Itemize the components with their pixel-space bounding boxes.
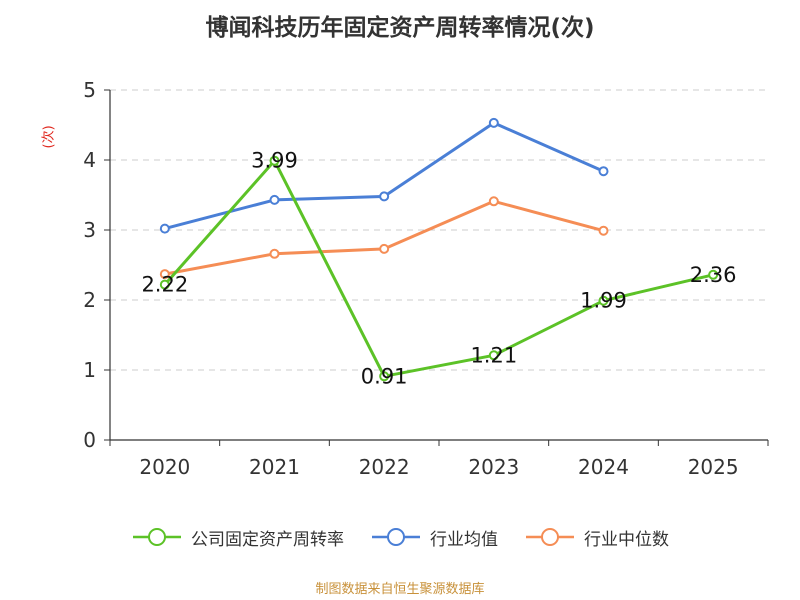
y-tick-label-0: 0	[83, 428, 96, 452]
gridlines	[110, 89, 768, 371]
y-tick-label-3: 3	[83, 218, 96, 242]
y-tick-label-2: 2	[83, 288, 96, 312]
data-labels: 2.22 3.99 0.91 1.21 1.99 2.36	[141, 149, 736, 389]
series-0-point-2024	[598, 295, 609, 306]
axes: 0 1 2 3 4 5 2020 2021 2022 2023 2024 2025	[83, 78, 769, 479]
data-label-2020: 2.22	[141, 273, 188, 297]
legend-item-company[interactable]: 公司固定资产周转率	[131, 525, 344, 550]
series-0-point-2025	[708, 269, 719, 280]
series	[159, 117, 719, 382]
data-label-2022: 0.91	[361, 364, 408, 388]
legend-label-industry-median: 行业中位数	[584, 529, 669, 550]
legend-label-industry-mean: 行业均值	[430, 529, 498, 550]
legend-marker-industry-mean	[372, 528, 420, 546]
series-2-point-2023	[488, 196, 499, 207]
data-label-2021: 3.99	[251, 149, 298, 173]
series-2-point-2024	[598, 225, 609, 236]
legend-marker-company	[133, 528, 181, 546]
series-1-point-2023	[488, 117, 499, 128]
series-line-0	[163, 159, 714, 378]
chart-title: 博闻科技历年固定资产周转率情况(次)	[205, 15, 595, 41]
y-tick-label-4: 4	[83, 148, 96, 172]
x-tick-label-2021: 2021	[249, 455, 300, 479]
y-tick-label-5: 5	[83, 78, 96, 102]
x-tick-label-2024: 2024	[578, 455, 629, 479]
series-2-point-2021	[269, 248, 280, 259]
data-source-note: 制图数据来自恒生聚源数据库	[315, 582, 485, 597]
data-label-2024: 1.99	[580, 289, 627, 313]
series-2-point-2020	[159, 269, 170, 280]
legend-label-company: 公司固定资产周转率	[191, 529, 344, 550]
series-1-point-2021	[269, 194, 280, 205]
legend: 公司固定资产周转率 行业均值 行业中位数	[0, 520, 800, 554]
x-tick-label-2022: 2022	[359, 455, 410, 479]
series-0-point-2020	[159, 279, 170, 290]
series-0-point-2023	[488, 350, 499, 361]
x-tick-label-2025: 2025	[688, 455, 739, 479]
series-1-point-2022	[379, 191, 390, 202]
y-tick-label-1: 1	[83, 358, 96, 382]
series-0-point-2021	[269, 155, 280, 166]
x-tick-label-2023: 2023	[468, 455, 519, 479]
legend-item-industry-mean[interactable]: 行业均值	[370, 525, 498, 550]
data-label-2025: 2.36	[690, 263, 737, 287]
series-2-point-2022	[379, 243, 390, 254]
legend-marker-industry-median	[526, 528, 574, 546]
series-0-point-2022	[379, 371, 390, 382]
series-1-point-2024	[598, 166, 609, 177]
legend-item-industry-median[interactable]: 行业中位数	[524, 525, 669, 550]
x-tick-label-2020: 2020	[139, 455, 190, 479]
series-1-point-2020	[159, 223, 170, 234]
data-label-2023: 1.21	[470, 343, 517, 367]
